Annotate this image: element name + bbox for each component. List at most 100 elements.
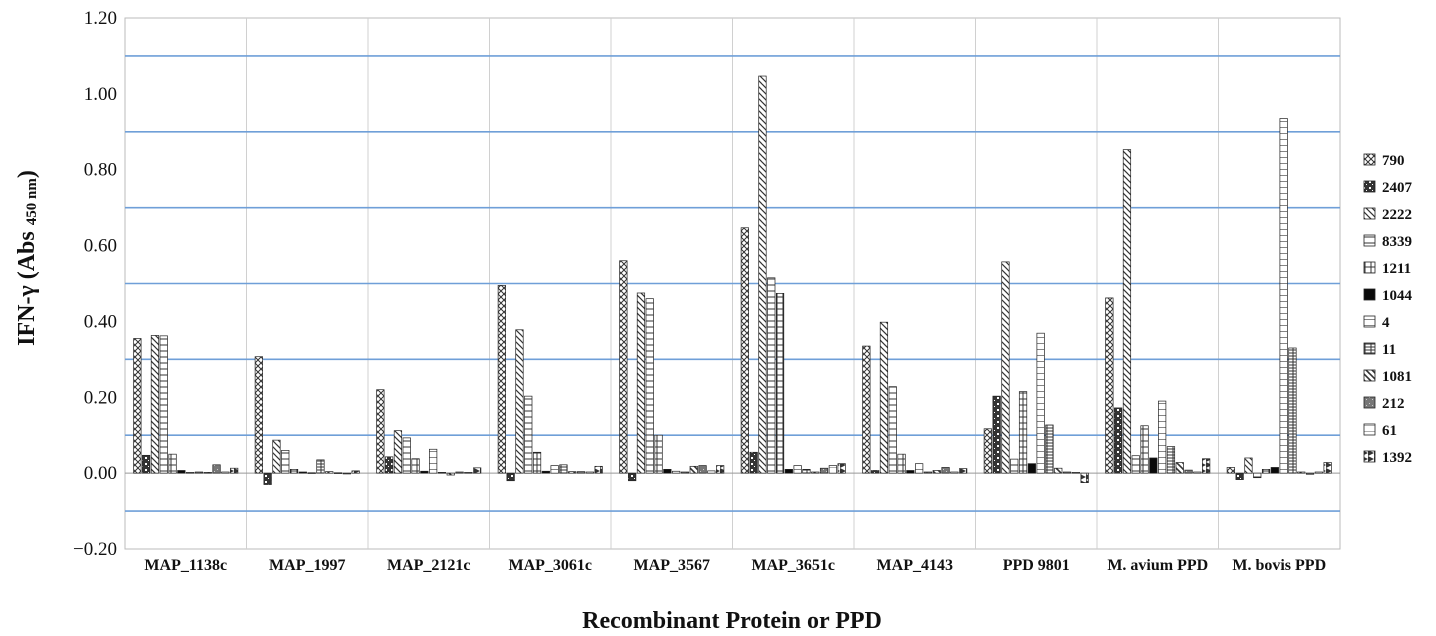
bar-212 <box>941 467 950 474</box>
bar-1392 <box>1080 472 1089 483</box>
bar-4 <box>550 465 559 474</box>
bar-8339 <box>767 277 776 474</box>
legend-label: 2407 <box>1382 180 1413 196</box>
bar-8339 <box>645 298 654 474</box>
bar-11 <box>559 464 568 474</box>
bar-2407 <box>1114 407 1123 474</box>
bar-11 <box>316 459 325 474</box>
bar-4 <box>307 472 316 474</box>
bar-1211 <box>775 293 785 474</box>
bar-2407 <box>263 472 272 485</box>
bar-61 <box>707 470 716 474</box>
bar-1044 <box>541 470 550 474</box>
legend-swatch <box>1363 288 1376 301</box>
bar-790 <box>983 428 992 474</box>
bar-212 <box>455 471 464 474</box>
bar-2222 <box>1122 149 1132 474</box>
category-label: MAP_1138c <box>144 557 227 574</box>
legend-swatch <box>1363 450 1376 463</box>
legend-label: 2222 <box>1382 207 1412 223</box>
bar-1081 <box>811 471 820 474</box>
legend-swatch <box>1363 207 1376 220</box>
bar-790 <box>1226 467 1235 474</box>
bar-1392 <box>1323 462 1332 474</box>
legend-label: 4 <box>1382 315 1390 331</box>
bar-61 <box>221 471 230 474</box>
bar-212 <box>1184 469 1193 474</box>
category-label: M. avium PPD <box>1107 557 1208 574</box>
bar-2407 <box>871 470 880 474</box>
bar-2222 <box>636 292 646 474</box>
bar-1211 <box>411 458 420 474</box>
bar-1392 <box>230 467 239 474</box>
bar-8339 <box>524 395 533 474</box>
bar-1044 <box>663 469 672 474</box>
bar-1081 <box>1054 467 1063 474</box>
bar-61 <box>585 471 594 474</box>
bar-4 <box>672 470 681 474</box>
bar-11 <box>802 469 811 474</box>
bar-4 <box>1158 400 1167 474</box>
gridlines <box>124 17 1341 550</box>
bar-1081 <box>689 465 698 474</box>
bar-8339 <box>888 386 897 474</box>
legend-swatch <box>1363 153 1376 166</box>
bar-4 <box>915 463 924 474</box>
bar-11 <box>680 471 690 474</box>
category-label: MAP_3651c <box>751 557 835 574</box>
bar-2222 <box>758 75 767 474</box>
bar-61 <box>1314 471 1323 474</box>
legend-swatch <box>1363 342 1376 355</box>
bar-212 <box>1305 472 1315 475</box>
bar-790 <box>497 285 506 474</box>
legend-label: 61 <box>1382 423 1397 439</box>
legend-label: 790 <box>1382 153 1405 169</box>
bar-1211 <box>1140 425 1149 474</box>
legend: 790 2407 2222 8339 1211 1044 4 11 1081 212 61 1392 <box>1363 153 1413 466</box>
bar-1211 <box>1018 391 1028 474</box>
y-tick-label: 0.00 <box>84 463 117 484</box>
bar-1081 <box>446 472 455 476</box>
bar-1211 <box>1261 469 1271 474</box>
y-tick-label: 0.60 <box>84 236 117 257</box>
legend-swatch <box>1363 396 1376 409</box>
legend-swatch <box>1363 315 1376 328</box>
y-tick-label: 1.20 <box>84 8 117 29</box>
y-tick-label: 1.00 <box>84 84 117 105</box>
bar-790 <box>862 345 871 474</box>
bar-61 <box>1071 472 1080 474</box>
bars <box>133 75 1332 485</box>
bar-212 <box>698 465 707 474</box>
bar-2222 <box>1001 261 1010 474</box>
bar-11 <box>437 472 447 474</box>
bar-4 <box>186 472 195 474</box>
bar-11 <box>923 471 933 474</box>
bar-790 <box>1105 297 1114 474</box>
bar-11 <box>1166 446 1176 474</box>
bar-2407 <box>628 472 637 482</box>
bar-790 <box>740 227 749 474</box>
legend-label: 1211 <box>1382 261 1411 277</box>
bar-212 <box>212 464 221 474</box>
category-label: M. bovis PPD <box>1232 557 1326 574</box>
bar-4 <box>1036 332 1045 474</box>
x-axis-label: Recombinant Protein or PPD <box>582 608 882 634</box>
bar-2407 <box>142 454 151 474</box>
y-tick-label: 0.20 <box>84 387 117 408</box>
bar-2222 <box>150 335 160 474</box>
legend-label: 212 <box>1382 396 1405 412</box>
bar-790 <box>133 338 142 474</box>
bar-1211 <box>289 469 299 474</box>
legend-swatch <box>1363 180 1376 193</box>
bar-1392 <box>959 468 968 474</box>
bar-2407 <box>385 456 394 474</box>
legend-swatch <box>1363 369 1376 382</box>
bar-1392 <box>716 465 725 474</box>
bar-61 <box>950 471 959 474</box>
y-tick-label: 0.80 <box>84 160 117 181</box>
category-labels: MAP_1138c MAP_1997 MAP_2121c MAP_3061c MAP_3… <box>144 557 1326 574</box>
bar-1044 <box>177 470 186 474</box>
bar-1044 <box>298 471 307 474</box>
y-tick-label: −0.20 <box>73 539 117 560</box>
